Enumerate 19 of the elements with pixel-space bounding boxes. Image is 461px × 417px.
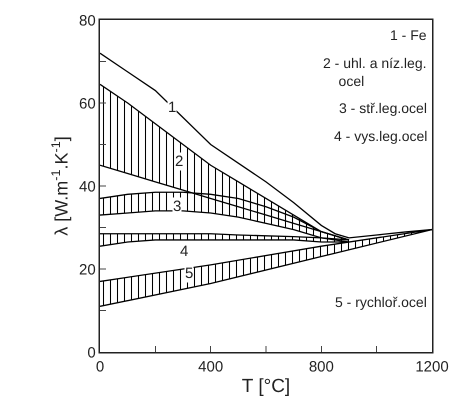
annotation: 4 - vys.leg.ocel	[334, 128, 428, 144]
x-tick-label: 1200	[415, 358, 449, 376]
x-tick-label: 800	[308, 358, 334, 376]
annotation: 1	[168, 99, 176, 116]
y-tick-label: 0	[87, 344, 96, 362]
x-tick-label: 400	[198, 358, 224, 376]
annotation: 3	[173, 198, 182, 215]
annotation: 4	[180, 243, 188, 260]
x-axis-title: T [°C]	[242, 376, 290, 397]
annotation: 5 - rychloř.ocel	[335, 294, 427, 310]
annotation: 2 - uhl. a níz.leg. ocel	[323, 55, 427, 90]
annotation: 1 - Fe	[390, 27, 427, 43]
annotation: 2	[175, 153, 184, 170]
annotation: 5	[185, 265, 194, 282]
y-tick-label: 60	[79, 95, 96, 112]
y-tick-label: 80	[79, 12, 96, 30]
y-tick-label: 20	[79, 261, 96, 278]
y-tick-label: 40	[79, 178, 96, 196]
annotation: 3 - stř.leg.ocel	[339, 100, 427, 116]
